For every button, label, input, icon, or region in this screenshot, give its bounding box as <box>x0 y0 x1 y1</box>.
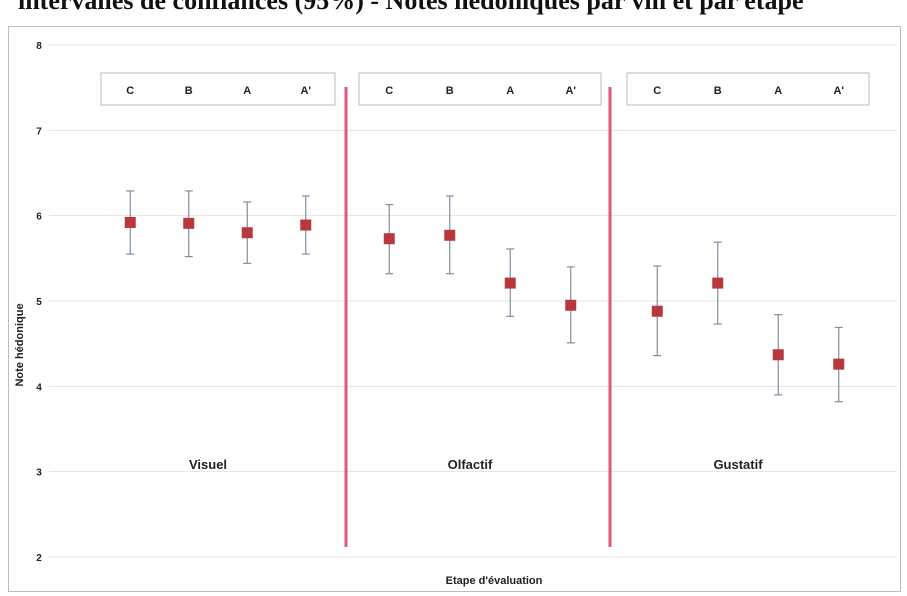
mean-marker <box>504 277 516 289</box>
error-bars <box>126 190 843 403</box>
wine-label: A <box>506 85 514 97</box>
stage-labels: Visuel Olfactif Gustatif <box>189 457 763 472</box>
y-tick-5: 5 <box>36 297 42 308</box>
stage-label-visuel: Visuel <box>189 457 227 472</box>
y-tick-8: 8 <box>36 41 42 52</box>
y-axis-label: Note hédonique <box>14 303 26 386</box>
grid-lines <box>49 44 897 558</box>
y-tick-7: 7 <box>36 126 42 137</box>
wine-label: A' <box>300 85 311 97</box>
wine-label: A <box>774 85 782 97</box>
wine-label: A' <box>565 85 576 97</box>
mean-marker <box>241 227 253 239</box>
y-tick-3: 3 <box>36 468 42 479</box>
x-axis-label: Etape d'évaluation <box>446 575 543 587</box>
wine-label: B <box>714 85 722 97</box>
wine-label: B <box>446 85 454 97</box>
wine-label: A <box>243 85 251 97</box>
mean-marker <box>565 299 577 311</box>
mean-marker <box>300 219 312 231</box>
mean-marker <box>444 229 456 241</box>
chart-svg: 2 3 4 5 6 7 8 C B A A' C B A A' C B A A' Visuel Olfactif Gu… <box>14 41 897 587</box>
y-tick-2: 2 <box>36 553 42 564</box>
stage-label-olfactif: Olfactif <box>448 457 493 472</box>
mean-marker <box>772 349 784 361</box>
mean-marker <box>124 216 136 228</box>
mean-markers <box>124 216 845 370</box>
wine-box-gustatif <box>626 72 870 106</box>
y-tick-4: 4 <box>36 382 42 393</box>
wine-label-boxes: C B A A' C B A A' C B A A' <box>100 72 870 106</box>
wine-label: A' <box>833 85 844 97</box>
stage-label-gustatif: Gustatif <box>713 457 763 472</box>
chart-frame: 2 3 4 5 6 7 8 C B A A' C B A A' C B A A' Visuel Olfactif Gu… <box>8 26 901 592</box>
wine-label: C <box>126 85 134 97</box>
mean-marker <box>651 305 663 317</box>
wine-box-olfactif <box>358 72 602 106</box>
stage-dividers <box>344 87 612 547</box>
mean-marker <box>383 233 395 245</box>
mean-marker <box>712 277 724 289</box>
y-tick-labels: 2 3 4 5 6 7 8 <box>36 41 42 564</box>
y-tick-6: 6 <box>36 212 42 223</box>
chart-title: intervalles de confiances (95%) - Notes … <box>18 0 804 15</box>
wine-box-visuel <box>100 72 336 106</box>
wine-label: C <box>385 85 393 97</box>
mean-marker <box>833 358 845 370</box>
mean-marker <box>183 217 195 229</box>
wine-label: B <box>185 85 193 97</box>
wine-label: C <box>653 85 661 97</box>
